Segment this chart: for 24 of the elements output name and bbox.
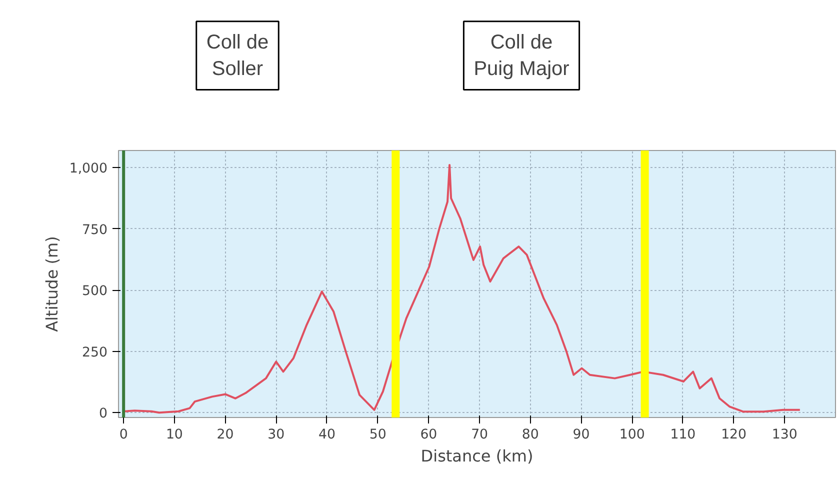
text: Coll de Soller: [206, 31, 269, 80]
y-tick-label: 500: [82, 284, 108, 300]
text: Coll de Puig Major: [474, 31, 570, 80]
x-tick-label: 20: [216, 428, 234, 442]
x-tick-label: 40: [318, 428, 336, 442]
y-tick-label: 750: [82, 222, 108, 238]
x-tick-label: 80: [522, 428, 539, 442]
x-tick-label: 110: [670, 428, 696, 442]
y-axis-title: Altitude (m): [42, 236, 62, 332]
y-tick-label: 0: [99, 406, 108, 422]
x-tick-label: 10: [166, 428, 183, 442]
x-tick-label: 120: [721, 428, 747, 442]
x-tick-label: 50: [369, 428, 386, 442]
x-tick-label: 60: [420, 428, 438, 442]
x-tick-label: 100: [619, 428, 645, 442]
y-tick-label: 250: [82, 345, 108, 360]
line-series: [122, 164, 801, 414]
x-tick-label: 130: [772, 428, 798, 442]
x-tick-label: 30: [268, 428, 285, 442]
y-tick-label: 1,000: [69, 162, 108, 177]
x-axis-title: Distance (km): [420, 446, 534, 466]
x-tick-label: 0: [119, 428, 128, 442]
x-tick-label: 90: [572, 428, 590, 442]
x-tick-label: 70: [471, 428, 488, 442]
